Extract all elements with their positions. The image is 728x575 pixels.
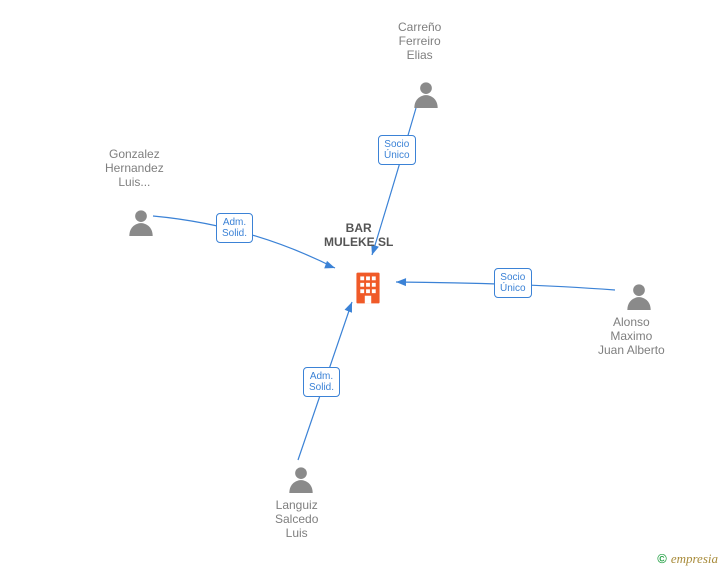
copyright-symbol: © xyxy=(657,551,667,566)
edge-arrow xyxy=(324,261,336,272)
person-icon xyxy=(127,208,155,236)
person-label: Carreño Ferreiro Elias xyxy=(398,20,441,62)
person-icon xyxy=(412,80,440,108)
person-icon xyxy=(287,465,315,493)
watermark: © empresia xyxy=(657,551,718,567)
diagram-canvas: BAR MULEKE SL Carreño Ferreiro Elias Gonz… xyxy=(0,0,728,575)
building-icon xyxy=(352,270,384,306)
edge-label: Adm. Solid. xyxy=(303,367,340,397)
company-label: BAR MULEKE SL xyxy=(324,221,393,249)
edge-label: Socio Único xyxy=(378,135,416,165)
edge-label: Socio Único xyxy=(494,268,532,298)
edge-label: Adm. Solid. xyxy=(216,213,253,243)
person-label: Gonzalez Hernandez Luis... xyxy=(105,147,164,189)
watermark-brand: empresia xyxy=(671,551,718,566)
edge-arrow xyxy=(396,278,406,286)
person-label: Alonso Maximo Juan Alberto xyxy=(598,315,665,357)
person-icon xyxy=(625,282,653,310)
person-label: Languiz Salcedo Luis xyxy=(275,498,318,540)
